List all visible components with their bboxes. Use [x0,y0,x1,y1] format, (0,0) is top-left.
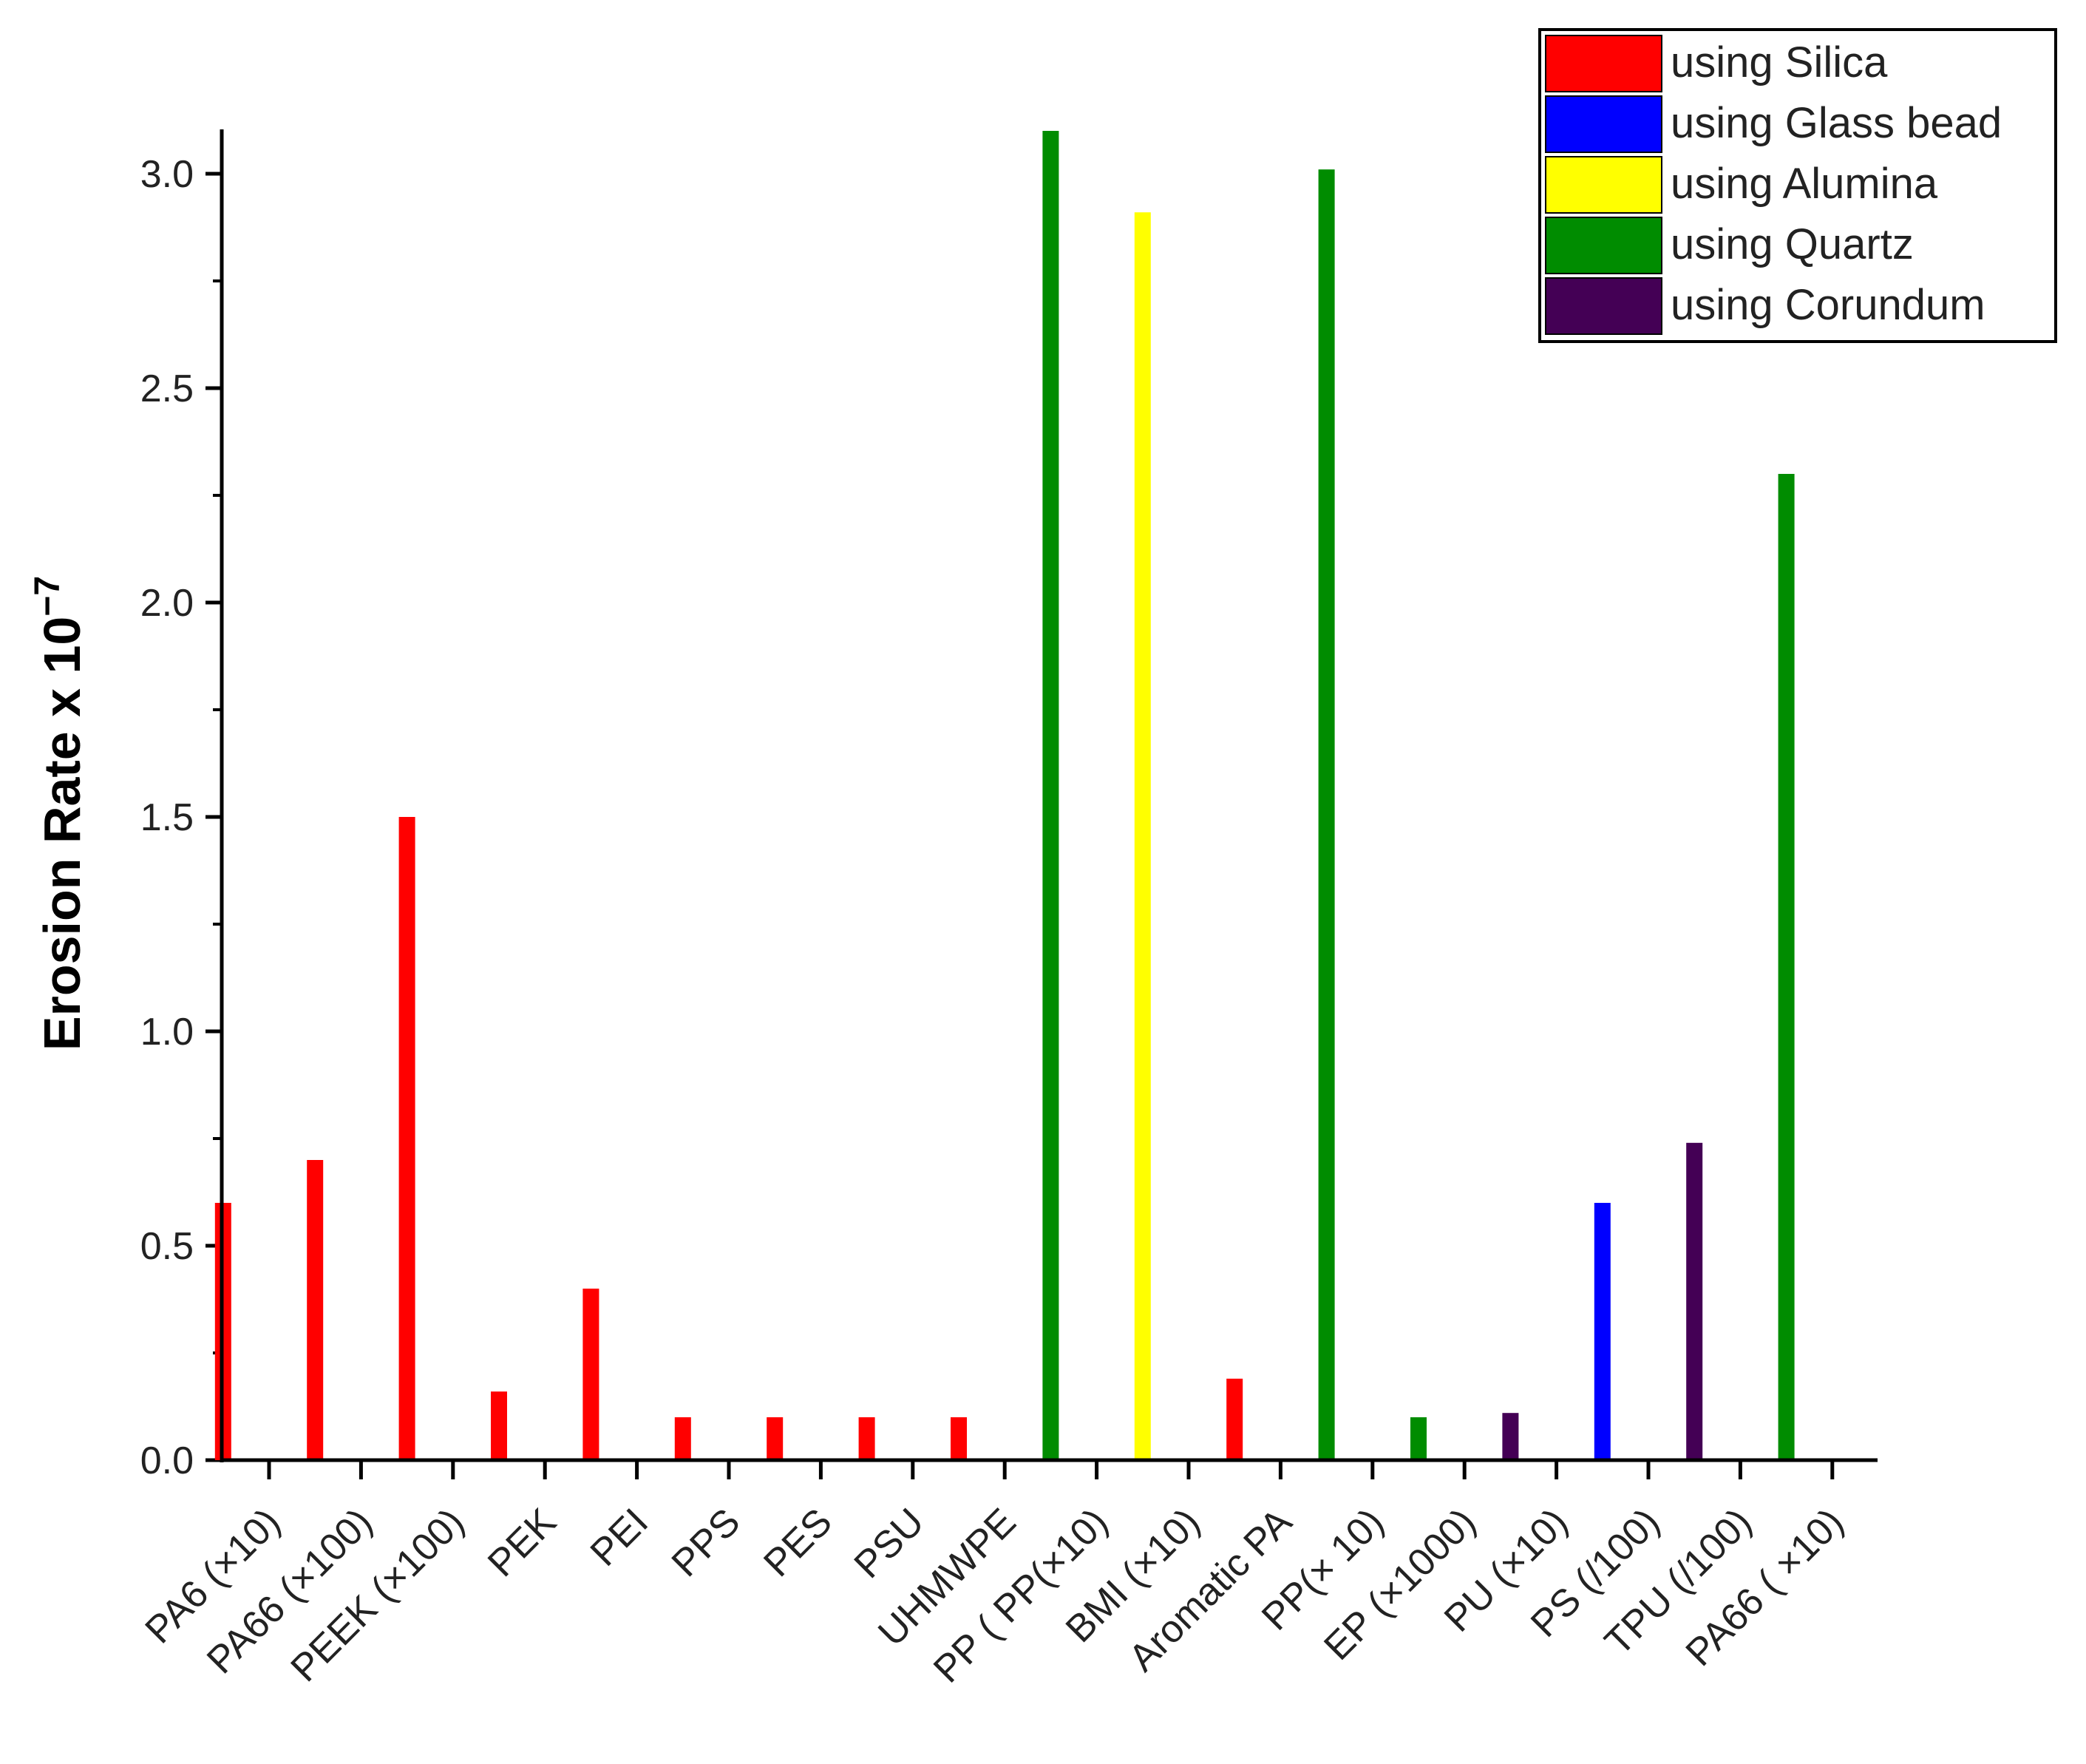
legend-swatch-using-glass-bead [1545,95,1662,153]
bar-pa66-10-using-quartz [1778,474,1795,1460]
category-label-pei: PEI [582,1500,656,1574]
category-label-pek: PEK [480,1500,565,1585]
y-tick-label: 0.0 [140,1439,194,1482]
bar-tpu-100-using-corundum [1686,1142,1703,1460]
bar-peek-100-using-silica [398,817,415,1460]
legend-label-using-glass-bead: using Glass bead [1671,99,2002,147]
bar-pu-10-using-corundum [1502,1413,1519,1460]
bar-pek-using-silica [491,1391,507,1460]
bar-aromatic-pa-using-silica [1226,1378,1243,1460]
bar-uhmwpe-using-silica [951,1417,967,1460]
bar-psu-using-silica [858,1417,875,1460]
category-label-psu: PSU [846,1500,933,1587]
category-labels: PA6 (×10)PA66 (×100)PEEK (×100) PEK PEI PPS… [137,1500,1852,1691]
y-tick-label: 3.0 [140,153,194,196]
y-axis-title-text: Erosion Rate x 10 [33,617,91,1051]
category-label-pps: PPS [664,1500,749,1585]
y-axis-title-exponent: −7 [28,576,67,617]
bars [214,131,1795,1461]
bar-pp-pp-10-using-quartz [1042,131,1059,1460]
category-label-pes: PES [755,1500,840,1585]
legend-swatch-using-quartz [1545,217,1662,274]
legend-swatch-using-silica [1545,35,1662,92]
bar-pps-using-silica [674,1417,691,1460]
y-axis-title: Erosion Rate x 10−7 [28,576,91,1051]
y-tick-label: 1.0 [140,1011,194,1054]
bar-ep-1000-using-quartz [1410,1417,1427,1460]
legend-swatch-using-alumina [1545,156,1662,214]
y-axis-ticks: 0.0 0.5 1.0 1.5 2.0 2.5 3.0 [140,153,222,1482]
y-tick-label: 2.5 [140,367,194,410]
legend-label-using-quartz: using Quartz [1671,220,1914,268]
y-tick-label: 2.0 [140,582,194,625]
y-tick-label: 0.5 [140,1225,194,1268]
bar-pei-using-silica [582,1289,599,1460]
x-axis-ticks [267,1460,1835,1479]
bar-bmi-10-using-alumina [1134,212,1151,1461]
legend-label-using-corundum: using Corundum [1671,281,1985,329]
legend: using Silica using Glass bead using Alumin… [1538,28,2057,343]
bar-ps-100-using-glass-bead [1594,1203,1611,1460]
y-tick-label: 1.5 [140,796,194,839]
legend-label-using-alumina: using Alumina [1671,160,1938,208]
bar-pes-using-silica [767,1417,784,1460]
bar-pa66-100-using-silica [307,1160,324,1460]
bar-pp-10-using-quartz [1318,169,1335,1461]
legend-swatch-using-corundum [1545,277,1662,335]
legend-label-using-silica: using Silica [1671,38,1888,86]
